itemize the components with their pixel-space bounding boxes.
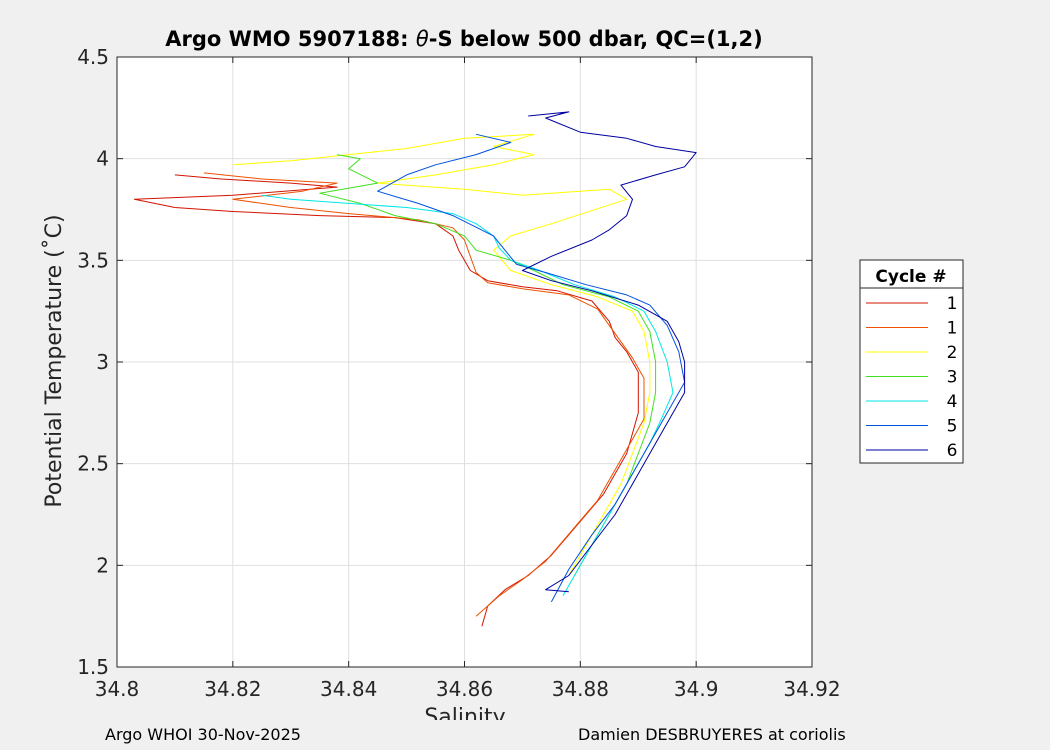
- chart-title: Argo WMO 5907188: θ-S below 500 dbar, QC…: [165, 27, 762, 51]
- y-tick-label: 2: [96, 553, 109, 577]
- footer-credit-left: Argo WHOI 30-Nov-2025: [105, 725, 301, 744]
- legend-title: Cycle #: [875, 267, 946, 287]
- y-tick-label: 1.5: [77, 655, 109, 679]
- series-line-cycle-3-3: [319, 154, 657, 576]
- legend-items: 1 1 2 3 4 5 6: [866, 294, 957, 461]
- y-tick-label: 4.5: [77, 45, 109, 69]
- x-tick-label: 34.84: [320, 677, 377, 701]
- legend-label: 2: [947, 343, 958, 363]
- legend-label: 1: [947, 319, 958, 339]
- x-tick-label: 34.82: [204, 677, 261, 701]
- series-line-cycle-1-1: [203, 172, 645, 617]
- y-tick-label: 3: [96, 350, 109, 374]
- y-tick-label: 3.5: [77, 248, 109, 272]
- chart-figure: 34.8 34.82 34.84 34.86 34.88 34.9 34.92 1.5 2 2.5…: [42, 27, 964, 720]
- x-tick-label: 34.92: [783, 677, 840, 701]
- title-theta-symbol: θ: [416, 27, 429, 51]
- series-line-cycle-2-2: [232, 133, 651, 576]
- series-lines: [133, 111, 697, 627]
- legend-box: [859, 259, 964, 464]
- y-axis-label: Potential Temperature (˚C): [42, 214, 67, 507]
- legend-label: 1: [947, 294, 958, 314]
- legend-label: 4: [947, 392, 958, 412]
- legend-label: 6: [947, 441, 958, 461]
- legend: Cycle # 1 1 2 3 4 5 6: [859, 259, 964, 464]
- y-tick-label: 4: [96, 147, 109, 171]
- x-tick-label: 34.8: [95, 677, 140, 701]
- x-tick-label: 34.86: [436, 677, 493, 701]
- x-tick-label: 34.88: [552, 677, 609, 701]
- title-prefix: Argo WMO 5907188:: [165, 27, 416, 51]
- x-axis-label: Salinity: [424, 705, 505, 720]
- title-suffix: -S below 500 dbar, QC=(1,2): [429, 27, 763, 51]
- y-tick-label: 2.5: [77, 452, 109, 476]
- x-tick-label: 34.9: [674, 677, 719, 701]
- series-line-cycle-6-6: [521, 111, 697, 593]
- axis-ticks: 34.8 34.82 34.84 34.86 34.88 34.9 34.92 1.5 2 2.5…: [77, 45, 840, 701]
- legend-label: 3: [947, 368, 958, 388]
- legend-label: 5: [947, 417, 958, 437]
- series-line-cycle-5-5: [377, 133, 686, 603]
- footer-credit-right: Damien DESBRUYERES at coriolis: [578, 725, 846, 744]
